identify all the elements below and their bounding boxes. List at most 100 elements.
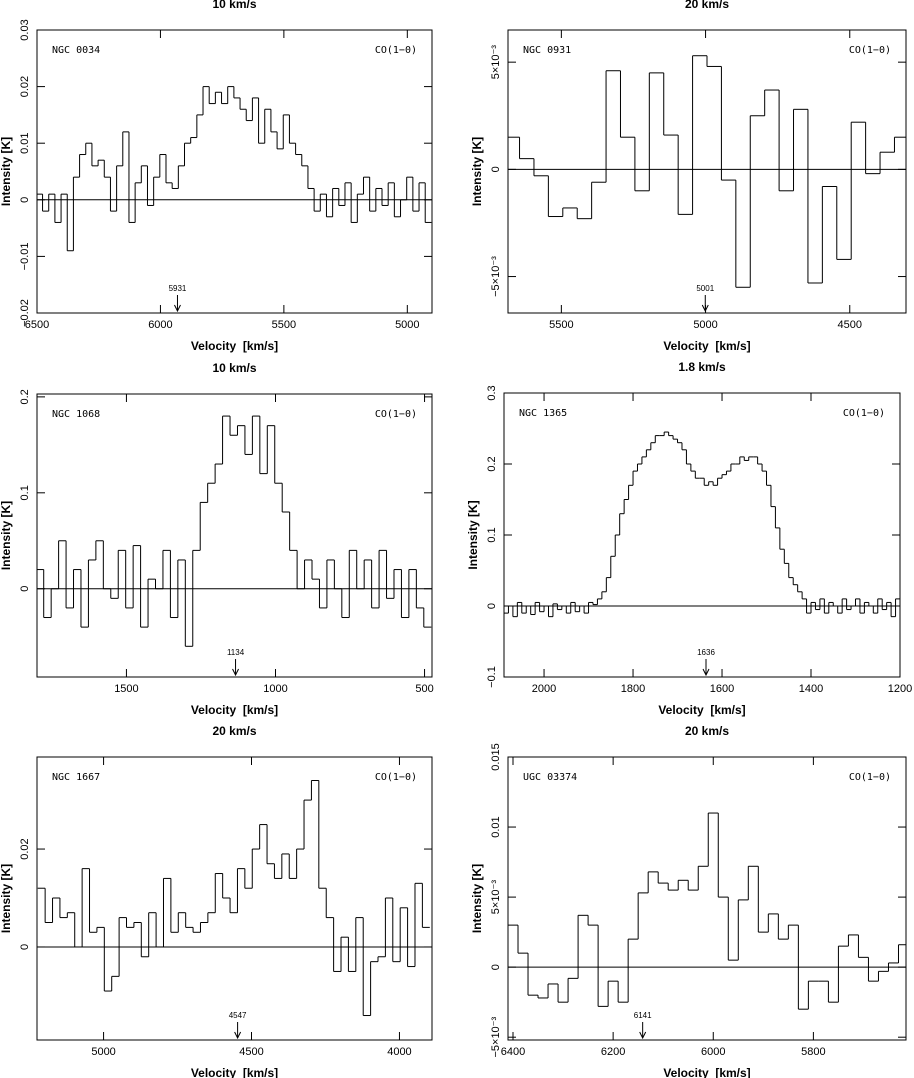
x-tick-label: 4500 bbox=[239, 1046, 263, 1058]
x-tick-label: 4500 bbox=[838, 319, 862, 331]
spectrum bbox=[508, 55, 906, 288]
y-tick-label: 0 bbox=[486, 603, 498, 609]
panel-title: 20 km/s bbox=[212, 724, 256, 738]
x-axis-label: Velocity [km/s] bbox=[663, 339, 750, 353]
x-tick-label: 1200 bbox=[888, 683, 912, 695]
panel: 20 km/s NGC 1667 CO(1−0) Velocity [km/s] Int… bbox=[0, 724, 433, 1078]
galaxy-label: UGC 03374 bbox=[523, 772, 577, 783]
y-tick-label: 0.3 bbox=[486, 385, 498, 400]
velocity-marker-label: 5001 bbox=[696, 284, 714, 293]
x-tick-label: 1800 bbox=[621, 683, 645, 695]
galaxy-label: NGC 1068 bbox=[52, 409, 100, 420]
velocity-marker bbox=[639, 1022, 647, 1040]
y-tick-label: 5×10⁻³ bbox=[490, 880, 502, 915]
step-connector bbox=[519, 55, 895, 288]
panel-title: 1.8 km/s bbox=[678, 360, 726, 374]
y-tick-label: 0.02 bbox=[19, 838, 31, 859]
panel: 20 km/s UGC 03374 CO(1−0) Velocity [km/s] In… bbox=[470, 724, 907, 1078]
x-tick-label: 2000 bbox=[532, 683, 556, 695]
galaxy-label: NGC 0931 bbox=[523, 45, 571, 56]
y-tick-label: 0.1 bbox=[19, 485, 31, 500]
y-tick-label: −0.1 bbox=[486, 666, 498, 688]
x-tick-label: 5000 bbox=[693, 319, 717, 331]
y-axis-label: Intensity [K] bbox=[470, 137, 484, 206]
spectrum bbox=[37, 415, 432, 647]
x-tick-label: 5500 bbox=[549, 319, 573, 331]
x-tick-label: 1600 bbox=[710, 683, 734, 695]
panel-title: 10 km/s bbox=[212, 0, 256, 11]
plot-frame bbox=[36, 756, 433, 1041]
velocity-marker-label: 1134 bbox=[227, 648, 245, 657]
y-axis-label: Intensity [K] bbox=[0, 137, 13, 206]
y-tick-label: 0.01 bbox=[490, 816, 502, 837]
velocity-marker-label: 6141 bbox=[634, 1011, 652, 1020]
velocity-marker bbox=[174, 295, 181, 313]
spectrum bbox=[37, 780, 430, 1017]
y-tick-label: 0 bbox=[490, 166, 502, 172]
velocity-marker-label: 1636 bbox=[697, 648, 715, 657]
panel: 10 km/s NGC 0034 CO(1−0) Velocity [km/s] Int… bbox=[0, 0, 433, 353]
y-tick-label: 0.1 bbox=[486, 527, 498, 542]
y-tick-label: 0.03 bbox=[19, 19, 31, 40]
x-tick-label: 6500 bbox=[25, 319, 49, 331]
plot-frame bbox=[507, 29, 907, 314]
x-tick-label: 1500 bbox=[114, 683, 138, 695]
line-label: CO(1−0) bbox=[849, 772, 891, 783]
y-tick-label: 0 bbox=[490, 964, 502, 970]
x-tick-label: 500 bbox=[415, 683, 433, 695]
y-axis-label: Intensity [K] bbox=[470, 864, 484, 933]
x-axis-label: Velocity [km/s] bbox=[191, 703, 278, 717]
plot-frame bbox=[503, 392, 901, 678]
plot-frame bbox=[36, 393, 433, 678]
x-tick-label: 5000 bbox=[395, 319, 419, 331]
galaxy-label: NGC 0034 bbox=[52, 45, 100, 56]
velocity-marker bbox=[701, 295, 709, 313]
line-label: CO(1−0) bbox=[375, 409, 417, 420]
panel: 20 km/s NGC 0931 CO(1−0) Velocity [km/s] Int… bbox=[470, 0, 907, 353]
y-tick-label: −0.02 bbox=[19, 299, 31, 327]
panel-title: 20 km/s bbox=[685, 724, 729, 738]
panel: 1.8 km/s NGC 1365 CO(1−0) Velocity [km/s] In… bbox=[466, 360, 912, 717]
panel-title: 10 km/s bbox=[212, 361, 256, 375]
panel-title: 20 km/s bbox=[685, 0, 729, 11]
spectrum bbox=[37, 86, 432, 252]
galaxy-label: NGC 1667 bbox=[52, 772, 100, 783]
step-connector bbox=[43, 416, 425, 647]
y-tick-label: 5×10⁻³ bbox=[490, 45, 502, 80]
y-axis-label: Intensity [K] bbox=[0, 501, 13, 570]
y-tick-label: −5×10⁻³ bbox=[490, 256, 502, 297]
plot-frame bbox=[36, 29, 433, 314]
x-tick-label: 5500 bbox=[272, 319, 296, 331]
spectrum bbox=[504, 431, 900, 618]
x-axis-label: Velocity [km/s] bbox=[658, 703, 745, 717]
line-label: CO(1−0) bbox=[375, 772, 417, 783]
x-axis-label: Velocity [km/s] bbox=[663, 1066, 750, 1078]
plot-frame bbox=[507, 756, 907, 1041]
x-tick-label: 6200 bbox=[601, 1046, 625, 1058]
y-tick-label: 0 bbox=[19, 586, 31, 592]
y-axis-label: Intensity [K] bbox=[466, 500, 480, 569]
line-label: CO(1−0) bbox=[375, 45, 417, 56]
velocity-marker-label: 4547 bbox=[229, 1011, 247, 1020]
x-tick-label: 6000 bbox=[148, 319, 172, 331]
y-tick-label: 0.2 bbox=[486, 456, 498, 471]
y-tick-label: 0.02 bbox=[19, 76, 31, 97]
x-axis-label: Velocity [km/s] bbox=[191, 1066, 278, 1078]
velocity-marker-label: 5931 bbox=[169, 284, 187, 293]
y-tick-label: 0.01 bbox=[19, 132, 31, 153]
panel: 10 km/s NGC 1068 CO(1−0) Velocity [km/s] Int… bbox=[0, 361, 434, 717]
x-tick-label: 6000 bbox=[701, 1046, 725, 1058]
y-tick-label: 0 bbox=[19, 197, 31, 203]
velocity-marker bbox=[232, 659, 239, 677]
step-connector bbox=[44, 780, 423, 1016]
line-label: CO(1−0) bbox=[849, 45, 891, 56]
spectrum bbox=[508, 812, 906, 1010]
y-tick-label: 0 bbox=[19, 944, 31, 950]
y-tick-label: −0.01 bbox=[19, 242, 31, 270]
step-connector bbox=[517, 813, 899, 1010]
velocity-marker bbox=[702, 659, 710, 677]
galaxy-label: NGC 1365 bbox=[519, 408, 567, 419]
x-tick-label: 4000 bbox=[387, 1046, 411, 1058]
x-axis-label: Velocity [km/s] bbox=[191, 339, 278, 353]
